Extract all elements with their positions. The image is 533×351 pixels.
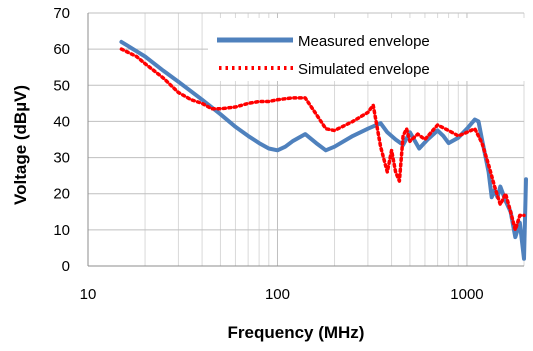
- y-axis-title: Voltage (dBµV): [11, 85, 30, 205]
- series-layer: [119, 39, 528, 261]
- y-tick-label: 70: [53, 5, 70, 22]
- x-axis-title: Frequency (MHz): [228, 323, 365, 342]
- x-tick-label: 100: [265, 286, 290, 303]
- legend-box: [208, 18, 527, 81]
- legend-label-measured: Measured envelope: [298, 33, 430, 50]
- x-tick-label: 10: [80, 286, 97, 303]
- y-tick-label: 20: [53, 186, 70, 203]
- x-tick-label: 1000: [450, 286, 483, 303]
- y-tick-label: 10: [53, 222, 70, 239]
- y-axis-ticks: 0 10 20 30 40 50 60 70: [53, 5, 70, 275]
- y-tick-label: 60: [53, 41, 70, 58]
- legend-label-simulated: Simulated envelope: [298, 61, 430, 78]
- x-axis-ticks: 10 100 1000: [80, 286, 484, 303]
- y-tick-label: 40: [53, 113, 70, 130]
- axes: [87, 13, 524, 267]
- series-line-simulated: [119, 47, 526, 232]
- y-tick-label: 50: [53, 77, 70, 94]
- legend: Measured envelope Simulated envelope: [208, 18, 527, 81]
- y-tick-label: 30: [53, 150, 70, 167]
- y-tick-label: 0: [62, 258, 70, 275]
